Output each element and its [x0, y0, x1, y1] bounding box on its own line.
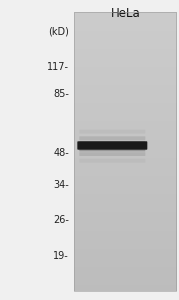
Text: 19-: 19- [53, 250, 69, 261]
Text: HeLa: HeLa [110, 7, 140, 20]
FancyBboxPatch shape [79, 141, 145, 145]
FancyBboxPatch shape [77, 141, 147, 150]
FancyBboxPatch shape [79, 136, 145, 140]
Text: 48-: 48- [53, 148, 69, 158]
Text: 117-: 117- [47, 62, 69, 73]
FancyBboxPatch shape [79, 152, 145, 156]
Text: 34-: 34- [53, 179, 69, 190]
Text: 26-: 26- [53, 214, 69, 225]
Bar [74, 12, 176, 291]
Text: (kD): (kD) [48, 26, 69, 37]
FancyBboxPatch shape [79, 148, 145, 152]
Text: 85-: 85- [53, 89, 69, 100]
